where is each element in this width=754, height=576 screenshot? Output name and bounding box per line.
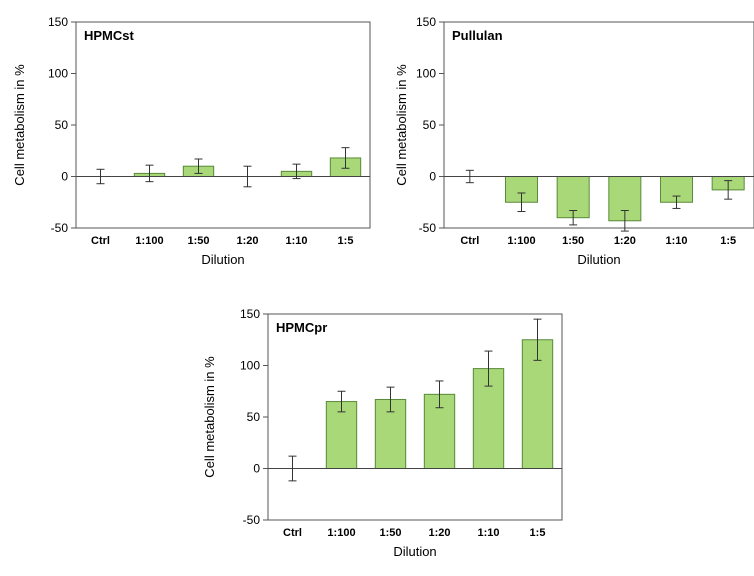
x-category-label: 1:20 [428, 527, 450, 539]
y-tick-label: -50 [51, 221, 69, 235]
chart-hpmcpr: -50 0 50 100 150 Ctrl 1:100 1:50 1:20 1:10 1:5 Dilu… [202, 307, 563, 559]
x-axis-title: Dilution [577, 252, 620, 267]
y-tick-label: 100 [240, 359, 260, 373]
chart-panel-hpmcst: -50 0 50 100 150 Ctrl 1:100 1:50 1:20 1:10 1:5 Dilu… [0, 0, 380, 290]
y-tick-label: 150 [416, 15, 436, 29]
x-category-label: 1:100 [135, 235, 163, 247]
y-tick-label: 0 [429, 170, 436, 184]
x-axis-title: Dilution [393, 544, 436, 559]
y-tick-label: 50 [423, 118, 437, 132]
x-category-label: 1:50 [379, 527, 401, 539]
plot-area [267, 313, 563, 521]
x-category-label: 1:10 [477, 527, 499, 539]
chart-hpmcst: -50 0 50 100 150 Ctrl 1:100 1:50 1:20 1:10 1:5 Dilu… [12, 15, 371, 267]
y-tick-label: 0 [61, 170, 68, 184]
y-tick-label: 0 [253, 462, 260, 476]
x-category-label: 1:5 [720, 235, 736, 247]
y-tick-label: 150 [48, 15, 68, 29]
y-tick-label: -50 [419, 221, 437, 235]
chart-panel-hpmcpr: -50 0 50 100 150 Ctrl 1:100 1:50 1:20 1:10 1:5 Dilu… [190, 290, 590, 576]
plot-area [75, 21, 371, 229]
x-category-label: 1:50 [187, 235, 209, 247]
chart-pullulan: -50 0 50 100 150 Ctrl 1:100 1:50 1:20 1:10 1:5 Dilu… [394, 15, 754, 267]
y-tick-label: 50 [247, 410, 261, 424]
x-category-label: 1:50 [562, 235, 584, 247]
y-tick-label: -50 [243, 513, 261, 527]
panel-title: Pullulan [452, 28, 503, 43]
y-tick-label: 100 [416, 67, 436, 81]
y-axis-title: Cell metabolism in % [202, 356, 217, 478]
x-category-label: Ctrl [91, 235, 110, 247]
bar-1:100 [325, 401, 358, 469]
panel-title: HPMCpr [276, 320, 327, 335]
panel-title: HPMCst [84, 28, 135, 43]
y-tick-label: 50 [55, 118, 69, 132]
x-category-label: 1:5 [338, 235, 354, 247]
x-category-label: Ctrl [283, 527, 302, 539]
x-category-label: 1:20 [236, 235, 258, 247]
y-axis-title: Cell metabolism in % [12, 64, 27, 186]
plot-area [443, 21, 754, 229]
x-category-label: 1:10 [665, 235, 687, 247]
x-category-label: 1:100 [507, 235, 535, 247]
x-category-label: 1:100 [327, 527, 355, 539]
x-axis-title: Dilution [201, 252, 244, 267]
y-tick-label: 150 [240, 307, 260, 321]
y-axis-title: Cell metabolism in % [394, 64, 409, 186]
y-tick-label: 100 [48, 67, 68, 81]
x-category-label: Ctrl [460, 235, 479, 247]
x-category-label: 1:5 [530, 527, 546, 539]
x-category-label: 1:10 [285, 235, 307, 247]
x-category-label: 1:20 [614, 235, 636, 247]
chart-panel-pullulan: -50 0 50 100 150 Ctrl 1:100 1:50 1:20 1:10 1:5 Dilu… [384, 0, 754, 290]
